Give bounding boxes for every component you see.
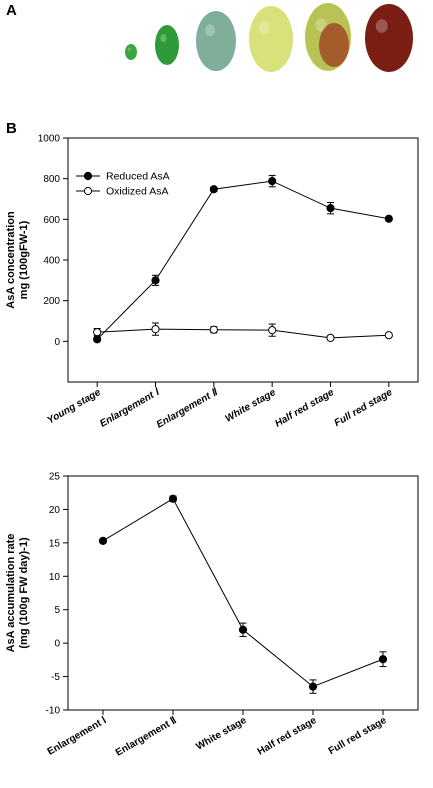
y-tick-label: 15 — [49, 538, 61, 549]
panel-label-a: A — [6, 2, 17, 19]
data-point-1 — [151, 325, 160, 334]
data-point-0 — [209, 185, 218, 194]
data-point-1 — [93, 328, 102, 337]
legend-marker — [83, 186, 93, 196]
x-tick-label: Half red stage — [273, 387, 336, 430]
fruit-ripening-photo — [125, 3, 413, 72]
series-line-0 — [96, 180, 389, 340]
fruit-highlight — [127, 47, 131, 51]
fruit-highlight — [258, 20, 270, 35]
fruit-enlargement-1 — [155, 25, 179, 65]
x-tick-label: Enlargement Ⅱ — [155, 386, 221, 431]
legend-label: Oxidized AsA — [106, 186, 168, 198]
legend-marker — [83, 171, 93, 181]
x-tick-label: Full red stage — [327, 715, 389, 757]
fruit-highlight — [160, 34, 167, 42]
y-tick-label: 800 — [43, 174, 60, 185]
fruit-highlight — [315, 18, 327, 32]
x-tick-label: White stage — [224, 387, 278, 425]
y-tick-label: -10 — [46, 706, 61, 717]
data-point-0 — [238, 625, 248, 634]
x-tick-label: Half red stage — [256, 715, 319, 758]
data-point-0 — [308, 682, 318, 691]
y-axis-title-line1: AsA concentration — [5, 211, 17, 309]
y-tick-label: 25 — [49, 472, 61, 483]
y-axis-title-line2: mg (100gFW-1) — [18, 220, 30, 299]
y-tick-label: 1000 — [38, 134, 61, 145]
data-point-1 — [384, 331, 393, 340]
y-tick-label: 0 — [54, 639, 60, 650]
x-tick-label: Young stage — [46, 387, 104, 427]
data-point-0 — [384, 214, 393, 223]
y-tick-label: 20 — [49, 505, 61, 516]
fruit-highlight — [205, 24, 215, 37]
data-point-0 — [98, 536, 108, 545]
fruit-highlight — [375, 19, 388, 33]
y-tick-label: 10 — [49, 572, 61, 583]
y-tick-label: 600 — [43, 215, 60, 226]
y-tick-label: 400 — [43, 256, 60, 267]
y-axis-title-line1: AsA accumulation rate — [5, 534, 17, 653]
x-tick-label: White stage — [194, 715, 248, 753]
panel-label-b: B — [6, 120, 17, 137]
x-tick-label: Full red stage — [333, 387, 395, 429]
fruit-white — [249, 6, 293, 72]
data-point-1 — [209, 325, 218, 334]
fruit-enlargement-2 — [196, 11, 236, 71]
series-line-1 — [97, 328, 389, 339]
fruit-full-red — [365, 4, 413, 72]
y-tick-label: -5 — [51, 672, 60, 683]
data-point-0 — [93, 335, 102, 344]
y-tick-label: 0 — [54, 337, 60, 348]
y-axis-title-line2: (mg (100g FW day)-1) — [18, 537, 30, 649]
data-point-0 — [378, 655, 388, 664]
y-tick-label: 200 — [43, 296, 60, 307]
series-line-0 — [102, 498, 384, 688]
fruit-red-blush — [319, 23, 349, 67]
data-point-0 — [326, 204, 335, 213]
data-point-0 — [268, 177, 277, 186]
x-tick-label: Enlargement Ⅱ — [114, 715, 179, 759]
data-point-0 — [151, 276, 160, 285]
fruit-young — [125, 44, 137, 60]
legend-label: Reduced AsA — [106, 171, 170, 183]
x-tick-label: Enlargement Ⅰ — [98, 386, 163, 430]
data-point-1 — [326, 333, 335, 342]
data-point-1 — [268, 326, 277, 335]
data-point-0 — [168, 494, 178, 503]
plot-frame — [67, 475, 419, 711]
asa-accumulation-rate-chart: -10 -5 0 5 10 15 20 25 Enlargement Ⅰ Enlargement … — [5, 472, 419, 759]
x-tick-label: Enlargement Ⅰ — [46, 715, 109, 758]
y-tick-label: 5 — [54, 605, 60, 616]
